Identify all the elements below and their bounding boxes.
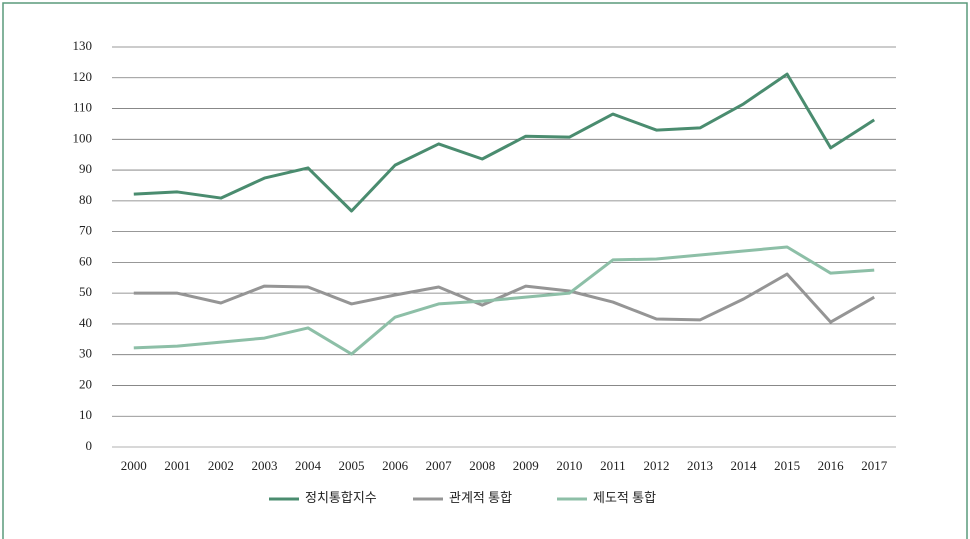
y-tick-label: 100 (73, 130, 93, 145)
y-tick-label: 0 (86, 438, 93, 453)
series-line (133, 272, 875, 324)
y-tick-label: 110 (73, 100, 92, 115)
x-tick-label: 2009 (513, 458, 539, 473)
x-tick-label: 2002 (208, 458, 234, 473)
y-tick-label: 20 (79, 376, 92, 391)
x-tick-label: 2003 (251, 458, 277, 473)
x-tick-label: 2001 (164, 458, 190, 473)
y-tick-label: 60 (79, 253, 92, 268)
x-tick-label: 2005 (339, 458, 365, 473)
y-tick-label: 130 (73, 38, 93, 53)
y-tick-label: 30 (79, 346, 92, 361)
series-line (133, 72, 876, 213)
y-tick-label: 120 (73, 69, 93, 84)
x-tick-label: 2006 (382, 458, 409, 473)
x-tick-label: 2007 (426, 458, 453, 473)
y-tick-label: 40 (79, 315, 92, 330)
legend-label: 관계적 통합 (449, 490, 512, 505)
y-tick-label: 90 (79, 161, 92, 176)
x-tick-label: 2012 (643, 458, 669, 473)
x-tick-label: 2014 (731, 458, 758, 473)
y-tick-label: 10 (79, 407, 92, 422)
x-tick-label: 2017 (861, 458, 888, 473)
y-tick-label: 50 (79, 284, 92, 299)
x-tick-label: 2011 (600, 458, 626, 473)
x-tick-label: 2016 (818, 458, 845, 473)
x-tick-label: 2010 (556, 458, 582, 473)
x-tick-label: 2004 (295, 458, 322, 473)
x-tick-label: 2015 (774, 458, 800, 473)
x-tick-label: 2013 (687, 458, 713, 473)
x-tick-label: 2000 (121, 458, 147, 473)
legend-label: 정치통합지수 (305, 490, 377, 505)
series-line (133, 245, 875, 356)
y-tick-label: 80 (79, 192, 92, 207)
y-tick-label: 70 (79, 223, 92, 238)
x-tick-label: 2008 (469, 458, 495, 473)
legend-label: 제도적 통합 (593, 490, 656, 505)
